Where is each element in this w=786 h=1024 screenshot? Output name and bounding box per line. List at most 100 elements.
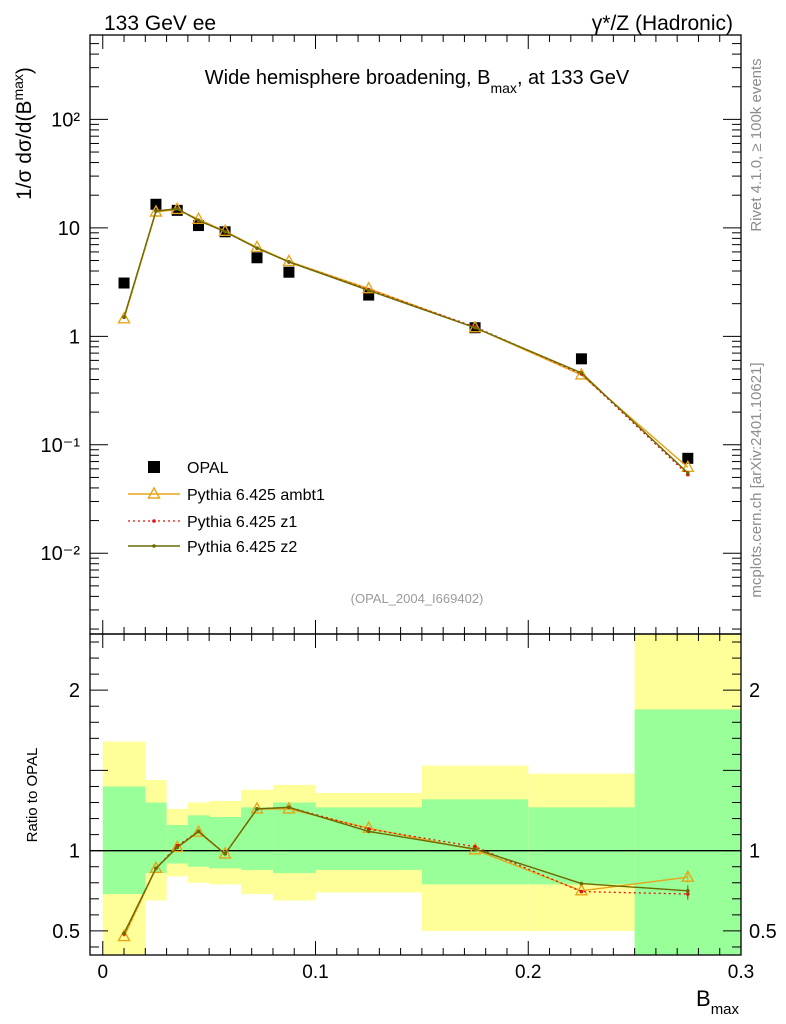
main-series-pythia-6-425-ambt1 (117, 201, 695, 472)
triangle-marker (574, 883, 589, 896)
dot-marker (154, 209, 158, 213)
triangle-marker (362, 281, 376, 294)
band-inner-bin (145, 802, 167, 874)
dot-marker (473, 847, 477, 851)
dot-marker (122, 931, 126, 936)
x-tick-label: 0 (97, 962, 108, 983)
legend: OPAL Pythia 6.425 ambt1 Pythia 6.425 z1 Pyt… (128, 460, 325, 556)
dot-marker (223, 229, 227, 234)
ratio-plot-frame (89, 633, 742, 956)
dot-marker (473, 325, 477, 330)
header-right-label: γ*/Z (Hadronic) (592, 12, 733, 35)
ratio-y-tick-label-right: 1 (749, 841, 760, 863)
dot-marker (196, 218, 201, 223)
band-inner-bin (187, 815, 210, 867)
triangle-marker (149, 860, 163, 874)
triangle-marker (117, 929, 131, 942)
triangle-marker (170, 840, 184, 853)
series-line (123, 208, 689, 474)
triangle-marker (117, 311, 131, 324)
main-series-pythia-6-425-z1 (122, 206, 690, 477)
triangle-marker (250, 801, 264, 814)
triangle-marker (574, 367, 589, 380)
triangle-marker (218, 846, 232, 859)
ratio-y-tick-label-left: 2 (69, 680, 80, 702)
series-layer (117, 198, 695, 942)
dot-marker (196, 829, 201, 834)
square-marker (193, 220, 204, 232)
dot-marker (366, 829, 371, 834)
square-marker (118, 277, 130, 289)
series-line (123, 806, 688, 935)
ratio-uncertainty-bands (90, 634, 741, 955)
square-marker (251, 252, 263, 264)
axes-layer: 0 0.1 0.2 0.3 10⁻² 10⁻¹ 1 10 10² 0.5 0.5 1 1 2 2 (41, 34, 777, 983)
dot-marker (366, 288, 371, 293)
dot-marker (152, 519, 156, 523)
dot-marker (255, 807, 259, 811)
main-y-tick-label: 1 (69, 326, 80, 348)
dot-marker (287, 260, 291, 264)
dot-marker (579, 889, 584, 894)
x-tick-label: 0.2 (515, 962, 541, 983)
legend-label: OPAL (187, 460, 229, 477)
square-marker (575, 353, 587, 365)
dot-marker (579, 881, 584, 886)
square-marker (682, 452, 694, 464)
dot-marker (175, 206, 180, 211)
header-left-label: 133 GeV ee (104, 12, 216, 35)
dot-marker (154, 866, 158, 871)
legend-label: Pythia 6.425 z1 (187, 514, 297, 531)
legend-label: Pythia 6.425 ambt1 (187, 487, 325, 504)
x-axis-label: Bmax (696, 986, 740, 1018)
band-inner-bin (102, 786, 146, 895)
square-marker (283, 266, 295, 278)
legend-entry: Pythia 6.425 z1 (128, 514, 297, 531)
legend-label: Pythia 6.425 z2 (187, 539, 297, 556)
main-plot-title: Wide hemisphere broadening, Bmax, at 133… (205, 67, 630, 96)
dot-marker (175, 845, 180, 850)
main-y-tick-label: 10 (58, 218, 80, 240)
square-marker (363, 289, 375, 301)
mcplots-side-label: mcplots.cern.ch [arXiv:2401.10621] (748, 362, 765, 597)
ratio-series-pythia-6-425-z2 (122, 805, 690, 936)
band-inner-bin (209, 816, 242, 869)
main-y-tick-label: 10⁻² (41, 543, 81, 565)
dot-marker (579, 371, 584, 375)
legend-entry: Pythia 6.425 z2 (128, 539, 297, 556)
dot-marker (152, 544, 156, 548)
plot-frames (89, 34, 742, 956)
main-series-opal (118, 198, 694, 464)
main-y-tick-label: 10⁻¹ (41, 435, 81, 457)
dot-marker (122, 315, 126, 320)
main-y-axis-label: 1/σ dσ/d(Bmax) (10, 67, 36, 200)
dot-marker (686, 471, 690, 475)
square-marker (150, 198, 162, 210)
legend-entry: Pythia 6.425 ambt1 (128, 486, 325, 504)
x-tick-label: 0.3 (728, 962, 754, 983)
band-inner-bin (528, 807, 635, 885)
main-y-tick-label: 10² (51, 109, 80, 131)
analysis-watermark: (OPAL_2004_I669402) (351, 591, 484, 606)
dot-marker (223, 852, 227, 856)
series-line (123, 208, 689, 476)
rivet-side-label: Rivet 4.1.0, ≥ 100k events (748, 58, 765, 231)
ratio-y-tick-label-left: 0.5 (52, 921, 80, 943)
legend-entry: OPAL (148, 460, 229, 477)
x-tick-label: 0.1 (302, 962, 328, 983)
triangle-marker (147, 486, 161, 499)
dot-marker (255, 246, 259, 250)
main-series-pythia-6-425-z2 (122, 206, 690, 475)
band-inner-bin (241, 807, 273, 870)
legend-square-marker (148, 461, 160, 473)
ratio-y-axis-label: Ratio to OPAL (24, 748, 41, 843)
ratio-y-tick-label-left: 1 (69, 841, 80, 863)
dot-marker (287, 805, 291, 810)
ratio-y-tick-label-right: 2 (749, 680, 760, 702)
ratio-y-tick-label-right: 0.5 (749, 921, 777, 943)
series-line (123, 208, 689, 468)
band-inner-bin (421, 799, 529, 885)
band-inner-bin (634, 709, 741, 955)
band-inner-bin (315, 807, 422, 870)
